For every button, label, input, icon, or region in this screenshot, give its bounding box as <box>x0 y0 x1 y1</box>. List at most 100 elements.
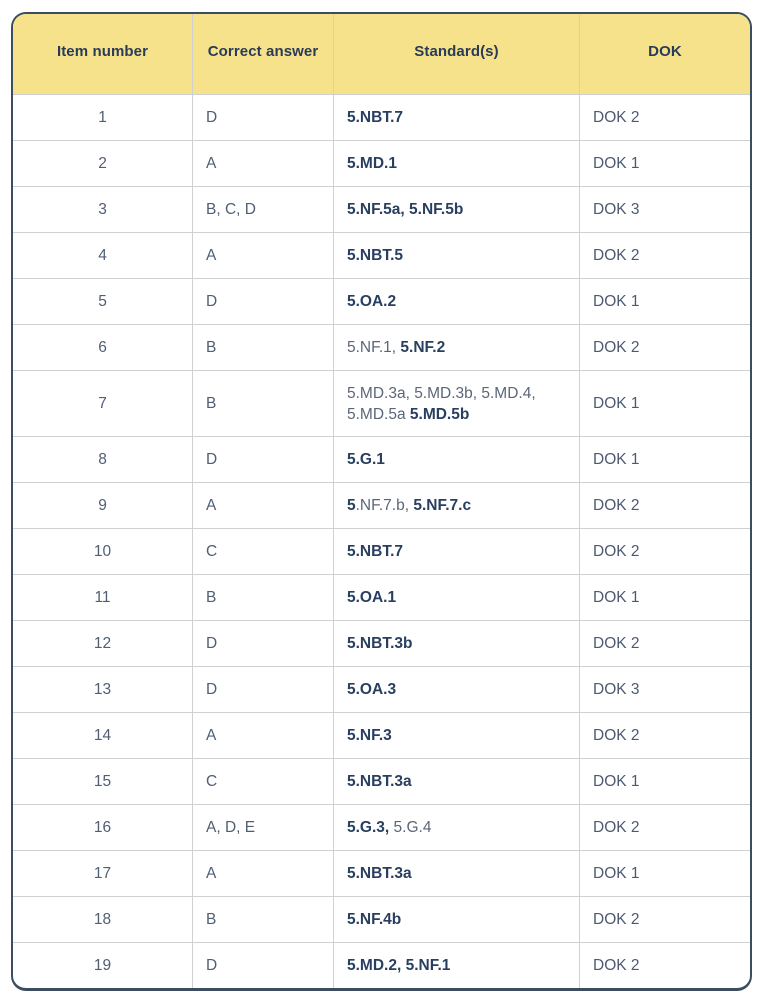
standard-segment: 5.G.1 <box>347 451 385 468</box>
table-row: 11 B 5.OA.1 DOK 1 <box>13 574 750 620</box>
dok-cell: DOK 2 <box>579 897 750 942</box>
correct-answer-cell: A, D, E <box>192 805 333 850</box>
correct-answer-cell: A <box>192 141 333 186</box>
table-row: 9 A 5.NF.7.b, 5.NF.7.c DOK 2 <box>13 482 750 528</box>
dok-cell: DOK 1 <box>579 279 750 324</box>
item-number-cell: 16 <box>93 819 112 836</box>
correct-answer-cell: D <box>192 943 333 988</box>
standard-segment: 5.NBT.3b <box>347 635 413 652</box>
standard-segment: 5.NBT.3a <box>347 773 412 790</box>
standards-cell: 5.NBT.3a <box>333 851 579 896</box>
item-number-cell: 7 <box>98 395 107 412</box>
table-row: 14 A 5.NF.3 DOK 2 <box>13 712 750 758</box>
dok-cell: DOK 1 <box>579 575 750 620</box>
standards-cell: 5.G.1 <box>333 437 579 482</box>
standards-cell: 5.MD.2, 5.NF.1 <box>333 943 579 988</box>
standards-cell: 5.MD.3a, 5.MD.3b, 5.MD.4, 5.MD.5a 5.MD.5… <box>333 371 579 436</box>
table-row: 8 D 5.G.1 DOK 1 <box>13 436 750 482</box>
correct-answer-cell: C <box>192 759 333 804</box>
standards-cell: 5.NBT.3b <box>333 621 579 666</box>
dok-cell: DOK 2 <box>579 483 750 528</box>
correct-answer-cell: B <box>192 575 333 620</box>
standard-segment: .NF.7.b, <box>355 497 414 514</box>
table-row: 10 C 5.NBT.7 DOK 2 <box>13 528 750 574</box>
dok-cell: DOK 2 <box>579 325 750 370</box>
correct-answer-cell: D <box>192 621 333 666</box>
standard-segment: 5.NF.2 <box>400 339 446 356</box>
standards-cell: 5.NF.5a, 5.NF.5b <box>333 187 579 232</box>
correct-answer-cell: D <box>192 279 333 324</box>
dok-cell: DOK 1 <box>579 851 750 896</box>
standard-segment: 5.MD.1 <box>347 155 397 172</box>
standards-cell: 5.MD.1 <box>333 141 579 186</box>
standard-segment: 5.NBT.7 <box>347 543 403 560</box>
table-row: 1 D 5.NBT.7 DOK 2 <box>13 94 750 140</box>
item-number-cell: 15 <box>93 773 112 790</box>
standard-segment: 5.NF.4b <box>347 911 402 928</box>
table-row: 7 B 5.MD.3a, 5.MD.3b, 5.MD.4, 5.MD.5a 5.MD… <box>13 370 750 436</box>
standard-segment: 5.NBT.3a <box>347 865 412 882</box>
item-number-cell: 2 <box>98 155 107 172</box>
table-row: 3 B, C, D 5.NF.5a, 5.NF.5b DOK 3 <box>13 186 750 232</box>
table-row: 16 A, D, E 5.G.3, 5.G.4 DOK 2 <box>13 804 750 850</box>
standard-segment: 5.NF.7.c <box>413 497 472 514</box>
dok-cell: DOK 3 <box>579 187 750 232</box>
item-number-cell: 8 <box>98 451 107 468</box>
standards-cell: 5.NF.3 <box>333 713 579 758</box>
table-row: 5 D 5.OA.2 DOK 1 <box>13 278 750 324</box>
standards-cell: 5.NF.7.b, 5.NF.7.c <box>333 483 579 528</box>
header-item-number: Item number <box>56 42 149 60</box>
standard-segment: 5.OA.1 <box>347 589 397 606</box>
standard-segment: 5.NBT.7 <box>347 109 403 126</box>
standards-cell: 5.NBT.5 <box>333 233 579 278</box>
correct-answer-cell: A <box>192 233 333 278</box>
standard-segment: 5.OA.2 <box>347 293 397 310</box>
header-dok: DOK <box>579 14 750 94</box>
item-number-cell: 4 <box>98 247 107 264</box>
dok-cell: DOK 2 <box>579 529 750 574</box>
standard-segment: 5.NF.1, <box>347 339 401 356</box>
correct-answer-cell: D <box>192 95 333 140</box>
correct-answer-cell: A <box>192 483 333 528</box>
dok-cell: DOK 1 <box>579 371 750 436</box>
table-row: 13 D 5.OA.3 DOK 3 <box>13 666 750 712</box>
item-number-cell: 5 <box>98 293 107 310</box>
dok-cell: DOK 1 <box>579 437 750 482</box>
dok-cell: DOK 2 <box>579 95 750 140</box>
standard-segment: 5.OA.3 <box>347 681 397 698</box>
table-row: 4 A 5.NBT.5 DOK 2 <box>13 232 750 278</box>
item-number-cell: 18 <box>93 911 112 928</box>
item-number-cell: 11 <box>94 589 111 606</box>
dok-cell: DOK 2 <box>579 805 750 850</box>
item-number-cell: 10 <box>93 543 112 560</box>
standards-cell: 5.NF.1, 5.NF.2 <box>333 325 579 370</box>
correct-answer-cell: D <box>192 437 333 482</box>
item-number-cell: 14 <box>93 727 112 744</box>
correct-answer-cell: B, C, D <box>192 187 333 232</box>
table-row: 2 A 5.MD.1 DOK 1 <box>13 140 750 186</box>
header-correct-answer: Correct answer <box>192 14 333 94</box>
dok-cell: DOK 2 <box>579 233 750 278</box>
correct-answer-cell: C <box>192 529 333 574</box>
dok-cell: DOK 3 <box>579 667 750 712</box>
table-row: 18 B 5.NF.4b DOK 2 <box>13 896 750 942</box>
standard-segment: 5.MD.5b <box>409 406 470 423</box>
standard-segment: 5.NF.5a, 5.NF.5b <box>347 201 464 218</box>
answer-key-table: Item number Correct answer Standard(s) D… <box>11 12 752 991</box>
standard-segment: 5.G.4 <box>389 819 432 836</box>
header-standards: Standard(s) <box>333 14 579 94</box>
correct-answer-cell: B <box>192 371 333 436</box>
standard-segment: 5 <box>347 497 356 514</box>
item-number-cell: 1 <box>98 109 107 126</box>
dok-cell: DOK 1 <box>579 141 750 186</box>
item-number-cell: 9 <box>98 497 107 514</box>
standard-segment: 5.MD.2, 5.NF.1 <box>347 957 451 974</box>
standards-cell: 5.NBT.7 <box>333 95 579 140</box>
table-row: 6 B 5.NF.1, 5.NF.2 DOK 2 <box>13 324 750 370</box>
standard-segment: 5.NF.3 <box>347 727 392 744</box>
item-number-cell: 12 <box>93 635 112 652</box>
table-row: 15 C 5.NBT.3a DOK 1 <box>13 758 750 804</box>
correct-answer-cell: B <box>192 897 333 942</box>
table-row: 19 D 5.MD.2, 5.NF.1 DOK 2 <box>13 942 750 988</box>
table-header-row: Item number Correct answer Standard(s) D… <box>13 14 750 94</box>
